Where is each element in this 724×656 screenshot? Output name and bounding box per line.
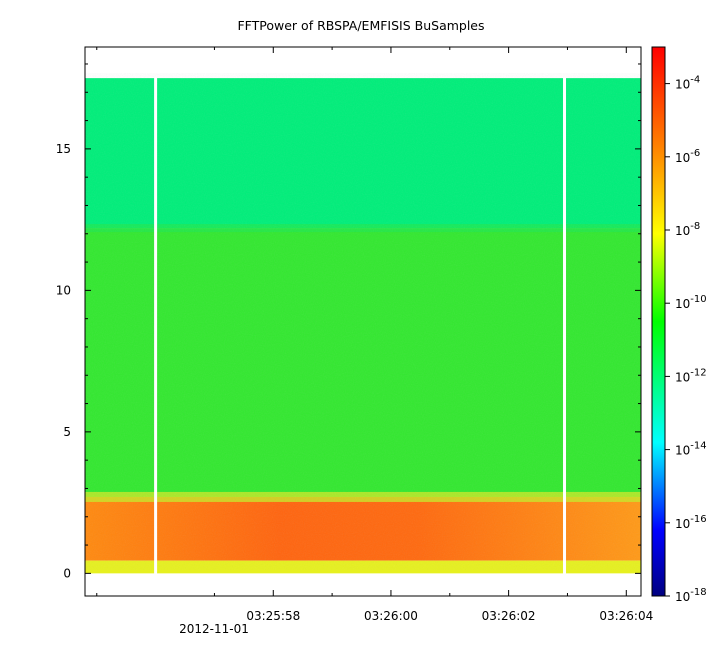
colorbar: 10-4 10-6 10-8 10-10 10-12 10-14 10-16 10-18 (651, 46, 707, 604)
y-tick-label: 10 (56, 283, 71, 297)
colorbar-tick-label: 10-12 (675, 367, 707, 384)
x-axis-ticks: 03:25:58 03:26:00 03:26:02 03:26:04 (96, 47, 653, 623)
y-tick-label: 15 (56, 142, 71, 156)
noise-overlay (85, 73, 641, 570)
x-tick-label: 03:26:04 (599, 609, 653, 623)
plot-area: 0 5 10 15 03:25:58 03:26:00 03:26:02 03:26:04 (56, 46, 653, 623)
colorbar-tick-label: 10-18 (675, 587, 707, 604)
colorbar-tick-label: 10-10 (675, 294, 707, 311)
x-tick-label: 03:26:00 (364, 609, 418, 623)
chart-title: FFTPower of RBSPA/EMFISIS BuSamples (237, 18, 484, 33)
y-axis-ticks: 0 5 10 15 (56, 63, 641, 580)
colorbar-tick-label: 10-4 (675, 75, 700, 92)
data-gaps (154, 77, 567, 575)
x-date-label: 2012-11-01 (179, 622, 249, 636)
x-tick-label: 03:25:58 (246, 609, 300, 623)
data-gap (563, 77, 567, 575)
x-tick-label: 03:26:02 (482, 609, 536, 623)
y-tick-label: 5 (63, 425, 71, 439)
colorbar-tick-label: 10-14 (675, 441, 707, 458)
colorbar-fill (652, 47, 665, 596)
y-tick-label: 0 (63, 566, 71, 580)
colorbar-tick-label: 10-8 (675, 221, 700, 238)
colorbar-tick-label: 10-16 (675, 514, 707, 531)
colorbar-ticks: 10-4 10-6 10-8 10-10 10-12 10-14 10-16 10-18 (665, 75, 707, 604)
colorbar-tick-label: 10-6 (675, 148, 700, 165)
plot-frame (84, 46, 642, 597)
colorbar-frame (651, 46, 666, 597)
data-gap (154, 77, 158, 575)
